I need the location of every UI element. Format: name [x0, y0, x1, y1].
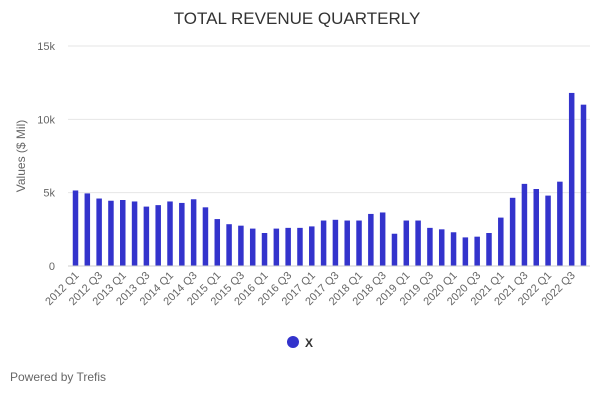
legend[interactable]: X [287, 336, 313, 350]
bar[interactable] [521, 183, 528, 266]
bar[interactable] [120, 200, 126, 266]
bars [72, 92, 587, 267]
bar[interactable] [557, 181, 563, 266]
y-axis-ticks: 0 5k 10k 15k [37, 41, 55, 273]
bar[interactable] [320, 220, 327, 266]
bar[interactable] [403, 220, 410, 266]
bar[interactable] [415, 220, 421, 266]
bar[interactable] [96, 198, 102, 266]
bar[interactable] [486, 233, 492, 266]
bar[interactable] [155, 205, 161, 266]
bar[interactable] [356, 220, 362, 266]
bar[interactable] [438, 229, 445, 266]
bar[interactable] [190, 199, 197, 266]
bar[interactable] [261, 233, 268, 266]
bar[interactable] [273, 228, 280, 266]
bar[interactable] [214, 219, 221, 266]
bar[interactable] [309, 226, 315, 266]
bar[interactable] [545, 195, 551, 266]
bar[interactable] [533, 189, 539, 266]
bar[interactable] [580, 104, 587, 266]
bar[interactable] [509, 197, 516, 266]
bar[interactable] [368, 213, 374, 266]
legend-marker [287, 336, 299, 348]
bar[interactable] [249, 228, 256, 266]
bar[interactable] [498, 217, 504, 266]
bar[interactable] [108, 200, 114, 266]
bar[interactable] [72, 190, 79, 266]
bar[interactable] [450, 232, 457, 266]
legend-label: X [305, 336, 313, 350]
bar[interactable] [226, 224, 232, 266]
bar[interactable] [462, 237, 469, 266]
bar[interactable] [568, 92, 575, 267]
bar[interactable] [202, 207, 209, 266]
chart-title: TOTAL REVENUE QUARTERLY [174, 9, 421, 28]
bar[interactable] [238, 225, 244, 266]
bar[interactable] [167, 201, 173, 266]
y-tick-label: 5k [43, 188, 55, 200]
y-tick-label: 10k [37, 114, 55, 126]
bar[interactable] [427, 227, 433, 266]
bar[interactable] [285, 227, 291, 266]
footer-credit[interactable]: Powered by Trefis [10, 370, 107, 384]
bar[interactable] [379, 212, 386, 266]
bar[interactable] [84, 193, 91, 266]
gridlines [68, 45, 590, 194]
bar[interactable] [474, 236, 480, 266]
bar[interactable] [131, 201, 138, 266]
y-tick-label: 15k [37, 41, 55, 53]
bar[interactable] [179, 202, 185, 266]
bar[interactable] [391, 233, 398, 266]
y-axis-label: Values ($ Mil) [14, 120, 28, 192]
bar[interactable] [332, 219, 339, 266]
bar[interactable] [344, 220, 350, 266]
bar[interactable] [297, 227, 303, 266]
y-tick-label: 0 [49, 261, 55, 273]
bar[interactable] [143, 206, 150, 266]
